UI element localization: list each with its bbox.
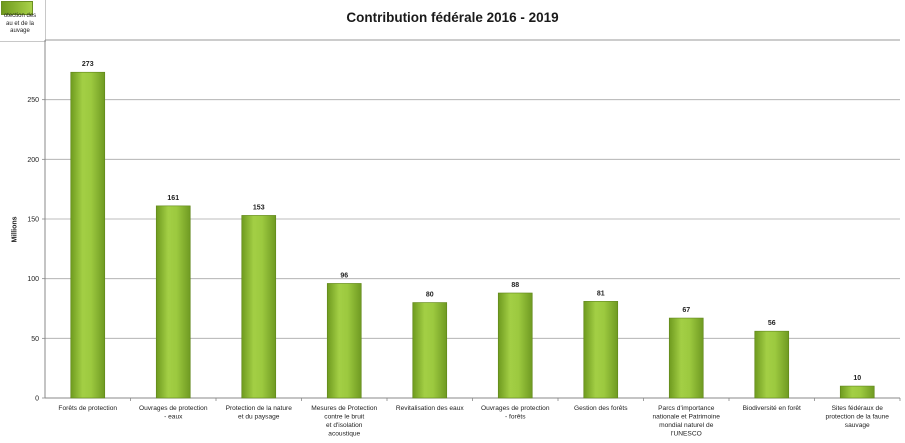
data-label: 153 xyxy=(253,204,265,211)
x-tick-label: contre le bruit xyxy=(324,414,364,421)
x-tick-label: Gestion des forêts xyxy=(574,405,628,412)
data-label: 161 xyxy=(167,195,179,202)
legend-swatch xyxy=(1,1,33,15)
x-tick-label: nationale et Patrimoine xyxy=(653,414,721,421)
x-tick-label: Parcs d'importance xyxy=(658,405,715,412)
data-label: 56 xyxy=(768,320,776,327)
data-label: 96 xyxy=(340,272,348,279)
x-tick-label: Forêts de protection xyxy=(58,405,117,412)
x-tick-label: - forêts xyxy=(505,414,526,421)
x-tick-label: Protection de la nature xyxy=(226,405,293,412)
x-tick-label: sauvage xyxy=(845,422,870,429)
bar xyxy=(754,330,790,399)
x-tick-label: acoustique xyxy=(328,431,360,438)
bar xyxy=(155,205,191,399)
bar xyxy=(497,292,533,399)
legend-label: otection des au et de la auvage xyxy=(3,13,37,34)
x-tick-label: Mesures de Protection xyxy=(311,405,377,412)
x-tick-label: Ouvrages de protection xyxy=(481,405,550,412)
bar xyxy=(412,302,448,399)
bar xyxy=(326,283,362,399)
y-tick-label: 250 xyxy=(27,97,39,104)
x-tick-label: Ouvrages de protection xyxy=(139,405,208,412)
x-tick-label: et du paysage xyxy=(238,414,280,421)
x-tick-label: mondial naturel de xyxy=(659,422,714,429)
legend: otection des au et de la auvage xyxy=(0,0,46,42)
x-tick-label: Sites fédéraux de xyxy=(832,405,884,412)
x-tick-label: Biodiversité en forêt xyxy=(743,405,801,412)
y-tick-label: 0 xyxy=(35,396,39,403)
y-tick-label: 50 xyxy=(31,336,39,343)
y-tick-label: 200 xyxy=(27,157,39,164)
x-tick-label: protection de la faune xyxy=(826,414,890,421)
bar xyxy=(241,215,277,399)
x-tick-label: - eaux xyxy=(164,414,183,421)
bar xyxy=(839,385,875,399)
chart-title: Contribution fédérale 2016 - 2019 xyxy=(346,10,559,25)
data-label: 80 xyxy=(426,292,434,299)
data-label: 10 xyxy=(853,375,861,382)
data-label: 81 xyxy=(597,290,605,297)
x-tick-label: Revitalisation des eaux xyxy=(396,405,465,412)
bar xyxy=(668,317,704,399)
x-tick-label: l'UNESCO xyxy=(671,431,702,438)
data-label: 273 xyxy=(82,61,94,68)
y-tick-label: 100 xyxy=(27,276,39,283)
data-label: 67 xyxy=(682,307,690,314)
y-tick-label: 150 xyxy=(27,217,39,224)
data-label: 88 xyxy=(511,282,519,289)
bar xyxy=(70,71,106,399)
x-tick-label: et d'isolation xyxy=(326,422,363,429)
bar xyxy=(583,301,619,399)
